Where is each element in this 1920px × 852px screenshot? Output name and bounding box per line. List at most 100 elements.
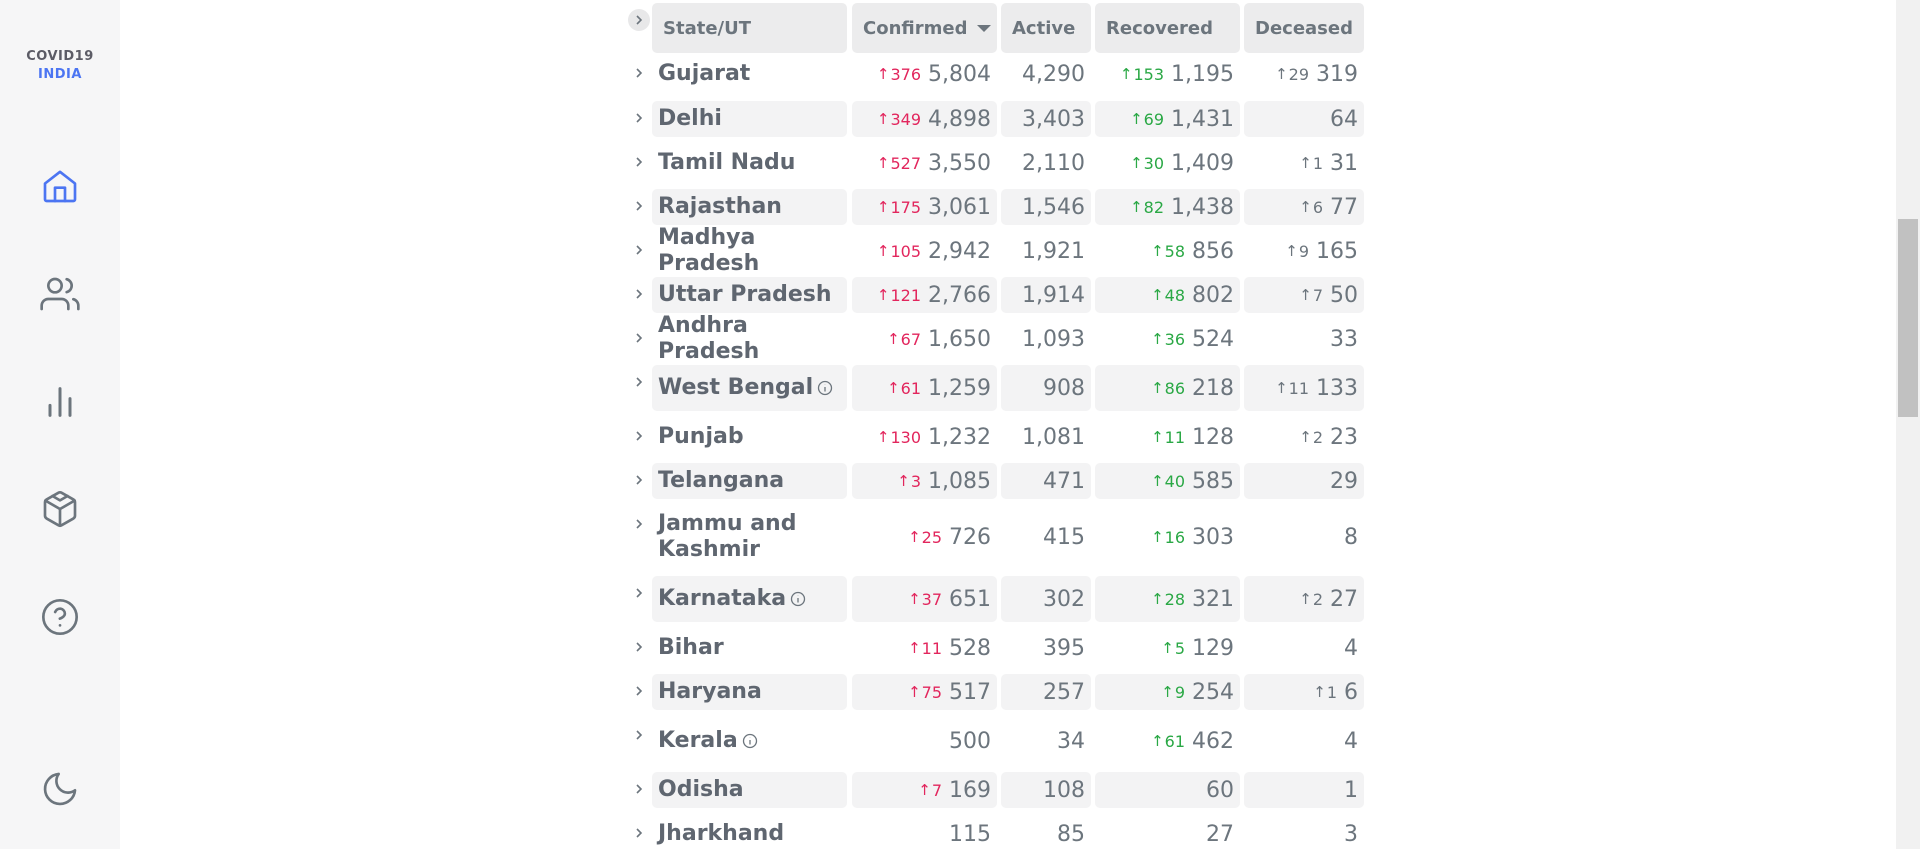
recovered-delta-value: 5 [1174, 638, 1185, 658]
table-row[interactable]: Jammu and Kashmir ↑ 25 726 415 ↑ 16 303 8 [624, 507, 1364, 567]
scrollbar-thumb[interactable] [1898, 219, 1918, 417]
expand-row-icon[interactable] [628, 636, 650, 658]
home-icon[interactable] [40, 166, 80, 206]
table-row[interactable]: Delhi ↑ 349 4,898 3,403 ↑ 69 1,431 64 [624, 101, 1364, 137]
recovered-delta-value: 36 [1164, 329, 1185, 349]
arrow-up-icon: ↑ [1275, 379, 1288, 397]
state-name: Rajasthan [658, 194, 782, 219]
info-icon[interactable] [742, 733, 758, 749]
moon-icon[interactable] [40, 769, 80, 809]
confirmed-delta-value: 75 [921, 682, 942, 702]
brand-logo[interactable]: COVID19 INDIA [0, 48, 120, 84]
deceased-delta: ↑ 1 [1313, 683, 1337, 702]
active-value: 1,546 [1022, 194, 1085, 220]
arrow-up-icon: ↑ [1299, 286, 1312, 304]
table-row[interactable]: Odisha ↑ 7 169 108 60 1 [624, 772, 1364, 808]
expand-row-icon[interactable] [628, 239, 650, 261]
deceased-delta-value: 2 [1312, 589, 1323, 609]
table-row[interactable]: Punjab ↑ 130 1,232 1,081 ↑ 11 128 ↑ 2 23 [624, 419, 1364, 455]
state-cell: West Bengal [652, 365, 847, 411]
table-row[interactable]: Gujarat ↑ 376 5,804 4,290 ↑ 153 1,195 ↑ 29 319 [624, 56, 1364, 92]
header-state[interactable]: State/UT [652, 3, 847, 53]
help-circle-icon[interactable] [40, 597, 80, 637]
deceased-value: 6 [1344, 679, 1358, 705]
state-cell: Tamil Nadu [652, 145, 847, 181]
bar-chart-icon[interactable] [40, 382, 80, 422]
expand-row-icon[interactable] [628, 778, 650, 800]
expand-row-icon[interactable] [628, 62, 650, 84]
expand-row-icon[interactable] [628, 822, 650, 844]
state-cell: Jammu and Kashmir [652, 507, 847, 567]
state-cell: Kerala [652, 718, 847, 764]
recovered-value: 1,409 [1171, 150, 1234, 176]
table-row[interactable]: Bihar ↑ 11 528 395 ↑ 5 129 4 [624, 630, 1364, 666]
header-recovered[interactable]: Recovered [1095, 3, 1240, 53]
deceased-delta: ↑ 9 [1285, 242, 1309, 261]
expand-row-icon[interactable] [628, 283, 650, 305]
table-row[interactable]: Uttar Pradesh ↑ 121 2,766 1,914 ↑ 48 802 ↑ 7 50 [624, 277, 1364, 313]
deceased-cell: ↑ 1 31 [1244, 145, 1364, 181]
active-value: 1,921 [1022, 238, 1085, 264]
confirmed-cell: ↑ 175 3,061 [852, 189, 997, 225]
recovered-value: 60 [1206, 777, 1234, 803]
expand-row-icon[interactable] [628, 327, 650, 349]
deceased-cell: 1 [1244, 772, 1364, 808]
state-name: Telangana [658, 468, 785, 493]
header-active[interactable]: Active [1001, 3, 1091, 53]
confirmed-cell: ↑ 7 169 [852, 772, 997, 808]
deceased-delta-value: 1 [1312, 153, 1323, 173]
active-value: 4,290 [1022, 61, 1085, 87]
table-row[interactable]: Kerala 500 34 ↑ 61 462 4 [624, 718, 1364, 764]
active-cell: 1,921 [1001, 233, 1091, 269]
expand-row-icon[interactable] [628, 513, 650, 535]
deceased-delta-value: 29 [1288, 64, 1309, 84]
arrow-up-icon: ↑ [1151, 379, 1164, 397]
deceased-value: 33 [1330, 326, 1358, 352]
expand-row-icon[interactable] [628, 582, 650, 604]
arrow-up-icon: ↑ [1151, 590, 1164, 608]
info-icon[interactable] [817, 380, 833, 396]
table-row[interactable]: West Bengal ↑ 61 1,259 908 ↑ 86 218 ↑ 11 133 [624, 365, 1364, 411]
confirmed-cell: ↑ 121 2,766 [852, 277, 997, 313]
confirmed-value: 1,232 [928, 424, 991, 450]
arrow-up-icon: ↑ [1299, 428, 1312, 446]
table-row[interactable]: Andhra Pradesh ↑ 67 1,650 1,093 ↑ 36 524 33 [624, 313, 1364, 364]
expand-row-icon[interactable] [628, 151, 650, 173]
state-name: Uttar Pradesh [658, 282, 832, 307]
table-row[interactable]: Haryana ↑ 75 517 257 ↑ 9 254 ↑ 1 6 [624, 674, 1364, 710]
state-name: Kerala [658, 728, 738, 753]
confirmed-delta: ↑ 61 [887, 379, 921, 398]
expand-row-icon[interactable] [628, 469, 650, 491]
confirmed-cell: 115 [852, 816, 997, 852]
state-cell: Andhra Pradesh [652, 313, 847, 364]
expand-all-icon[interactable] [628, 9, 650, 31]
recovered-delta: ↑ 86 [1151, 379, 1185, 398]
table-row[interactable]: Rajasthan ↑ 175 3,061 1,546 ↑ 82 1,438 ↑ 6 77 [624, 189, 1364, 225]
expand-row-icon[interactable] [628, 195, 650, 217]
table-row[interactable]: Telangana ↑ 3 1,085 471 ↑ 40 585 29 [624, 463, 1364, 499]
users-icon[interactable] [40, 274, 80, 314]
deceased-cell: ↑ 1 6 [1244, 674, 1364, 710]
sidebar: COVID19 INDIA [0, 0, 120, 849]
expand-row-icon[interactable] [628, 425, 650, 447]
expand-row-icon[interactable] [628, 680, 650, 702]
box-icon[interactable] [40, 489, 80, 529]
scrollbar[interactable] [1896, 0, 1920, 849]
table-row[interactable]: Jharkhand 115 85 27 3 [624, 816, 1364, 852]
expand-row-icon[interactable] [628, 371, 650, 393]
header-confirmed[interactable]: Confirmed [852, 3, 997, 53]
expand-row-icon[interactable] [628, 107, 650, 129]
confirmed-delta: ↑ 3 [897, 472, 921, 491]
header-deceased[interactable]: Deceased [1244, 3, 1364, 53]
active-cell: 2,110 [1001, 145, 1091, 181]
expand-row-icon[interactable] [628, 724, 650, 746]
arrow-up-icon: ↑ [1299, 590, 1312, 608]
table-row[interactable]: Karnataka ↑ 37 651 302 ↑ 28 321 ↑ 2 27 [624, 576, 1364, 622]
active-cell: 908 [1001, 365, 1091, 411]
confirmed-cell: ↑ 37 651 [852, 576, 997, 622]
deceased-delta: ↑ 7 [1299, 286, 1323, 305]
arrow-up-icon: ↑ [1299, 198, 1312, 216]
info-icon[interactable] [790, 591, 806, 607]
table-row[interactable]: Tamil Nadu ↑ 527 3,550 2,110 ↑ 30 1,409 ↑ 1 31 [624, 145, 1364, 181]
table-row[interactable]: Madhya Pradesh ↑ 105 2,942 1,921 ↑ 58 856 ↑ 9 165 [624, 225, 1364, 276]
